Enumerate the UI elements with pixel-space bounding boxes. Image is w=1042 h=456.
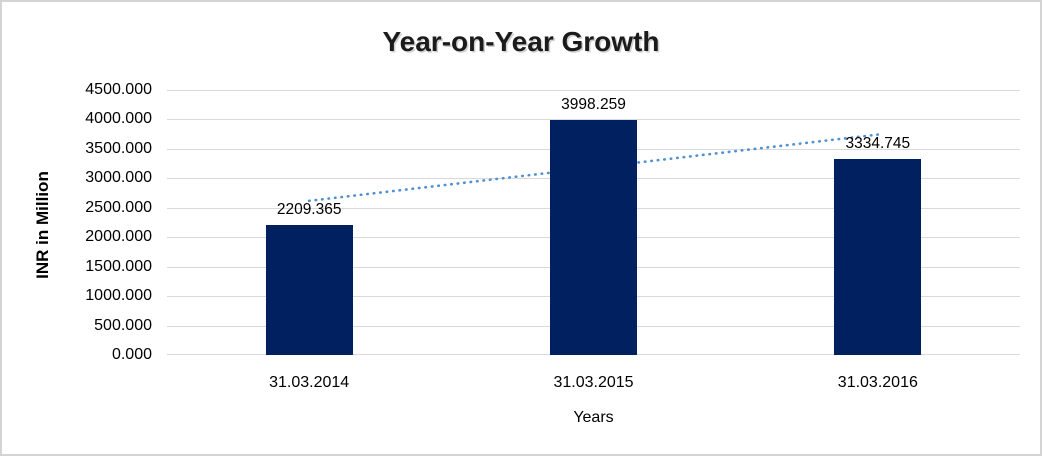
bar-data-label: 2209.365 — [276, 200, 342, 218]
x-tick-label: 31.03.2016 — [837, 374, 918, 391]
x-tick-label: 31.03.2014 — [269, 374, 350, 391]
y-tick-label: 4000.000 — [85, 110, 152, 128]
y-tick-label: 3000.000 — [85, 169, 152, 187]
plot-area: 2209.365 3998.259 3334.745 — [167, 90, 1020, 355]
y-tick-label: 0.000 — [111, 346, 152, 363]
y-tick-label: 1000.000 — [85, 287, 152, 305]
gridline — [167, 119, 1020, 120]
y-tick-label: 2500.000 — [85, 198, 152, 216]
y-tick-label: 500.000 — [94, 316, 152, 334]
bar-data-label: 3998.259 — [561, 95, 626, 113]
chart-title: Year-on-Year Growth — [382, 26, 660, 57]
y-tick-label: 3500.000 — [85, 139, 152, 157]
bar-data-label: 3334.745 — [845, 134, 911, 152]
y-tick-label: 1500.000 — [85, 257, 152, 275]
bar-31.03.2015 — [550, 119, 637, 355]
bar-31.03.2016 — [834, 158, 922, 355]
bar-31.03.2014 — [265, 224, 353, 355]
x-tick-label: 31.03.2015 — [553, 374, 634, 391]
x-axis-title: Years — [573, 409, 614, 426]
y-tick-label: 2000.000 — [85, 228, 152, 246]
gridline — [167, 90, 1020, 91]
y-tick-label: 4500.000 — [85, 81, 152, 98]
